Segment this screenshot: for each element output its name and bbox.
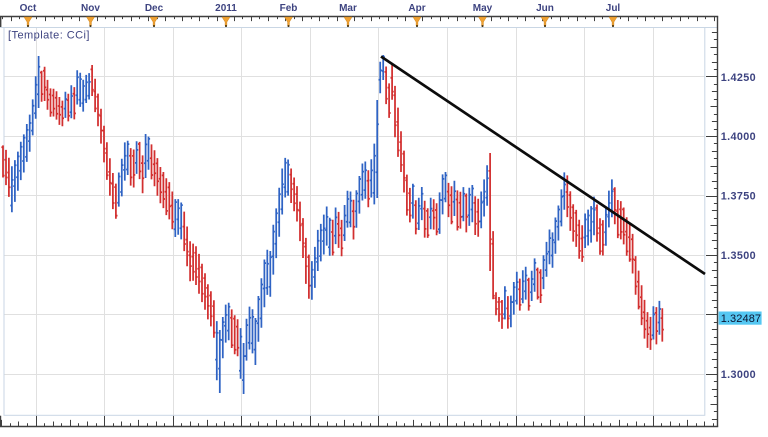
svg-text:1.3750: 1.3750 (721, 191, 756, 203)
svg-text:1.4250: 1.4250 (721, 72, 756, 84)
svg-text:1.4000: 1.4000 (721, 131, 756, 143)
svg-text:2011: 2011 (215, 3, 237, 14)
svg-text:Jul: Jul (606, 3, 621, 14)
svg-text:Oct: Oct (20, 3, 37, 14)
svg-text:1.32487: 1.32487 (721, 313, 761, 325)
svg-text:May: May (473, 3, 493, 14)
svg-text:Feb: Feb (280, 3, 298, 14)
svg-text:Nov: Nov (81, 3, 100, 14)
svg-text:Dec: Dec (145, 3, 164, 14)
svg-text:Jun: Jun (536, 3, 554, 14)
svg-text:1.3500: 1.3500 (721, 250, 756, 262)
svg-text:Mar: Mar (339, 3, 357, 14)
svg-text:[Template: CCi]: [Template: CCi] (8, 29, 90, 41)
svg-text:1.3000: 1.3000 (721, 369, 756, 381)
svg-text:Apr: Apr (408, 3, 425, 14)
